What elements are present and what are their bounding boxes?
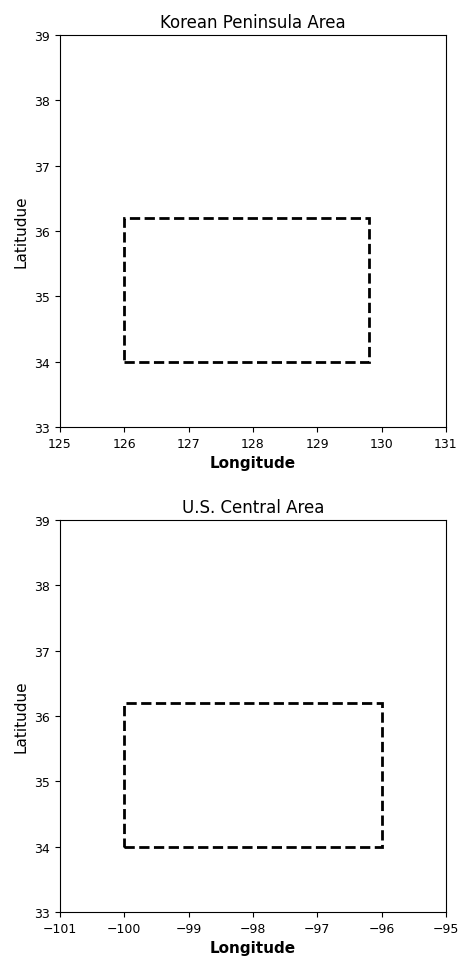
X-axis label: Longitude: Longitude — [210, 940, 296, 955]
Y-axis label: Latitudue: Latitudue — [14, 196, 29, 268]
Y-axis label: Latitudue: Latitudue — [14, 680, 29, 753]
Title: Korean Peninsula Area: Korean Peninsula Area — [160, 14, 346, 32]
Title: U.S. Central Area: U.S. Central Area — [182, 498, 324, 516]
X-axis label: Longitude: Longitude — [210, 455, 296, 471]
